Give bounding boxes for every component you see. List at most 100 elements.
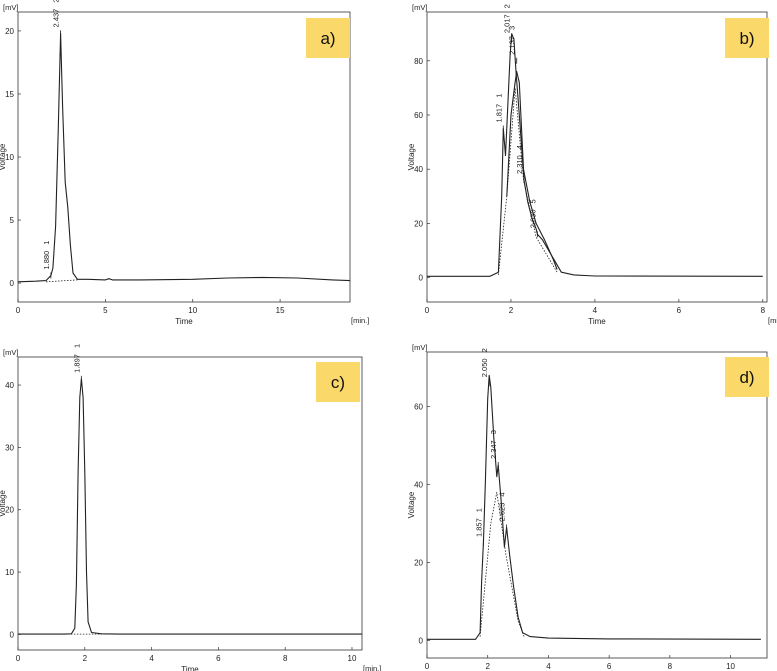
y-tick-label: 0 — [10, 279, 15, 288]
y-tick-label: 0 — [419, 636, 424, 645]
x-unit-label: [min.] — [768, 316, 777, 325]
x-tick-label: 10 — [348, 654, 357, 663]
x-tick-label: 5 — [103, 306, 108, 315]
peak-number: 2 — [52, 0, 61, 3]
x-tick-label: 0 — [425, 306, 430, 315]
peak-number: 4 — [498, 492, 507, 496]
peak-number: 2 — [503, 4, 512, 8]
peak-number: 4 — [515, 145, 524, 149]
y-axis-title: Voltage — [0, 490, 7, 517]
signal-trace — [17, 32, 351, 283]
y-unit-label: [mV] — [3, 348, 18, 357]
x-axis-title: Time — [181, 665, 199, 671]
peak-label: 2.437 2 — [52, 0, 61, 27]
x-tick-label: 8 — [668, 662, 673, 671]
panel-badge — [725, 18, 769, 58]
x-tick-label: 8 — [283, 654, 288, 663]
peak-retention-time: 2.630 — [528, 209, 537, 228]
peak-retention-time: 1.897 — [72, 354, 81, 373]
y-axis-title: Voltage — [0, 143, 7, 170]
peak-retention-time: 2.623 — [498, 503, 507, 522]
x-tick-label: 6 — [216, 654, 221, 663]
plot-frame — [426, 351, 768, 659]
peak-label: 2.310 4 — [515, 145, 524, 174]
x-tick-label: 4 — [593, 306, 598, 315]
peak-retention-time: 1.880 — [42, 251, 51, 270]
plot-frame — [17, 356, 363, 651]
peak-label: 2.050 2 — [480, 348, 489, 377]
x-tick-label: 10 — [188, 306, 197, 315]
x-tick-label: 0 — [425, 662, 430, 671]
peak-retention-time: 2.347 — [489, 440, 498, 459]
peak-retention-time: 2.137 — [508, 36, 517, 55]
y-unit-label: [mV] — [412, 343, 427, 352]
y-tick-label: 5 — [10, 216, 15, 225]
peak-retention-time: 2.437 — [52, 9, 61, 28]
peak-retention-time: 1.857 — [474, 518, 483, 537]
peak-number: 3 — [508, 26, 517, 30]
x-tick-label: 15 — [276, 306, 285, 315]
x-unit-label: [min.] — [363, 664, 381, 671]
peak-retention-time: 1.817 — [494, 104, 503, 123]
y-tick-label: 60 — [414, 111, 423, 120]
panel-badge — [316, 362, 360, 402]
signal-trace — [506, 71, 558, 270]
panel-badge-label: a) — [320, 29, 335, 48]
y-tick-label: 20 — [5, 27, 14, 36]
peak-label: 1.897 1 — [72, 344, 81, 373]
x-tick-label: 2 — [83, 654, 88, 663]
x-tick-label: 10 — [726, 662, 735, 671]
peak-label: 1.880 1 — [42, 241, 51, 270]
y-tick-label: 40 — [414, 481, 423, 490]
x-axis-title: Time — [588, 317, 606, 326]
peak-number: 1 — [42, 241, 51, 245]
x-tick-label: 8 — [761, 306, 766, 315]
x-tick-label: 4 — [546, 662, 551, 671]
x-tick-label: 2 — [509, 306, 514, 315]
panel-d: 02040600246810[mV][min.]TimeVoltage1.857… — [407, 343, 769, 671]
y-tick-label: 20 — [414, 219, 423, 228]
peak-number: 5 — [528, 199, 537, 203]
y-tick-label: 40 — [5, 381, 14, 390]
signal-trace — [427, 33, 763, 277]
x-tick-label: 0 — [16, 654, 21, 663]
panel-badge-label: b) — [739, 29, 754, 48]
y-tick-label: 10 — [5, 153, 14, 162]
y-tick-label: 20 — [414, 558, 423, 567]
peak-label: 2.623 4 — [498, 492, 507, 521]
x-tick-label: 4 — [149, 654, 154, 663]
y-tick-label: 15 — [5, 90, 14, 99]
peak-label: 2.137 3 — [508, 26, 517, 55]
peak-label: 2.347 3 — [489, 430, 498, 459]
peak-label: 1.857 1 — [474, 508, 483, 537]
peak-retention-time: 2.017 — [503, 14, 512, 33]
x-tick-label: 6 — [607, 662, 612, 671]
y-tick-label: 40 — [414, 165, 423, 174]
panel-badge-label: c) — [331, 373, 345, 392]
peak-label: 2.630 5 — [528, 199, 537, 228]
y-tick-label: 60 — [414, 403, 423, 412]
x-unit-label: [min.] — [351, 316, 369, 325]
y-tick-label: 20 — [5, 506, 14, 515]
y-tick-label: 0 — [10, 630, 15, 639]
baseline-trace — [45, 279, 78, 283]
peak-retention-time: 2.310 — [515, 155, 524, 174]
y-axis-title: Voltage — [407, 491, 416, 518]
y-tick-label: 80 — [414, 57, 423, 66]
panel-b: 0 20 40 60 80 0 2 4 6 8 [mV] [min.] Time Voltage 1.817… — [407, 3, 777, 326]
x-tick-label: 2 — [485, 662, 490, 671]
peak-number: 1 — [494, 94, 503, 98]
peak-label: 2.017 2 — [503, 4, 512, 33]
peak-number: 3 — [489, 430, 498, 434]
peak-number: 2 — [480, 348, 489, 352]
y-axis-title: Voltage — [407, 143, 416, 170]
y-tick-label: 0 — [419, 274, 424, 283]
y-tick-label: 30 — [5, 443, 14, 452]
baseline-trace — [498, 87, 558, 275]
plot-frame — [426, 11, 768, 303]
x-tick-label: 0 — [16, 306, 21, 315]
panel-a: 0 5 10 15 20 0 5 10 15 [mV] [min.] Time Voltage 1.880… — [0, 0, 369, 326]
y-tick-label: 10 — [5, 568, 14, 577]
peak-retention-time: 2.050 — [480, 358, 489, 377]
